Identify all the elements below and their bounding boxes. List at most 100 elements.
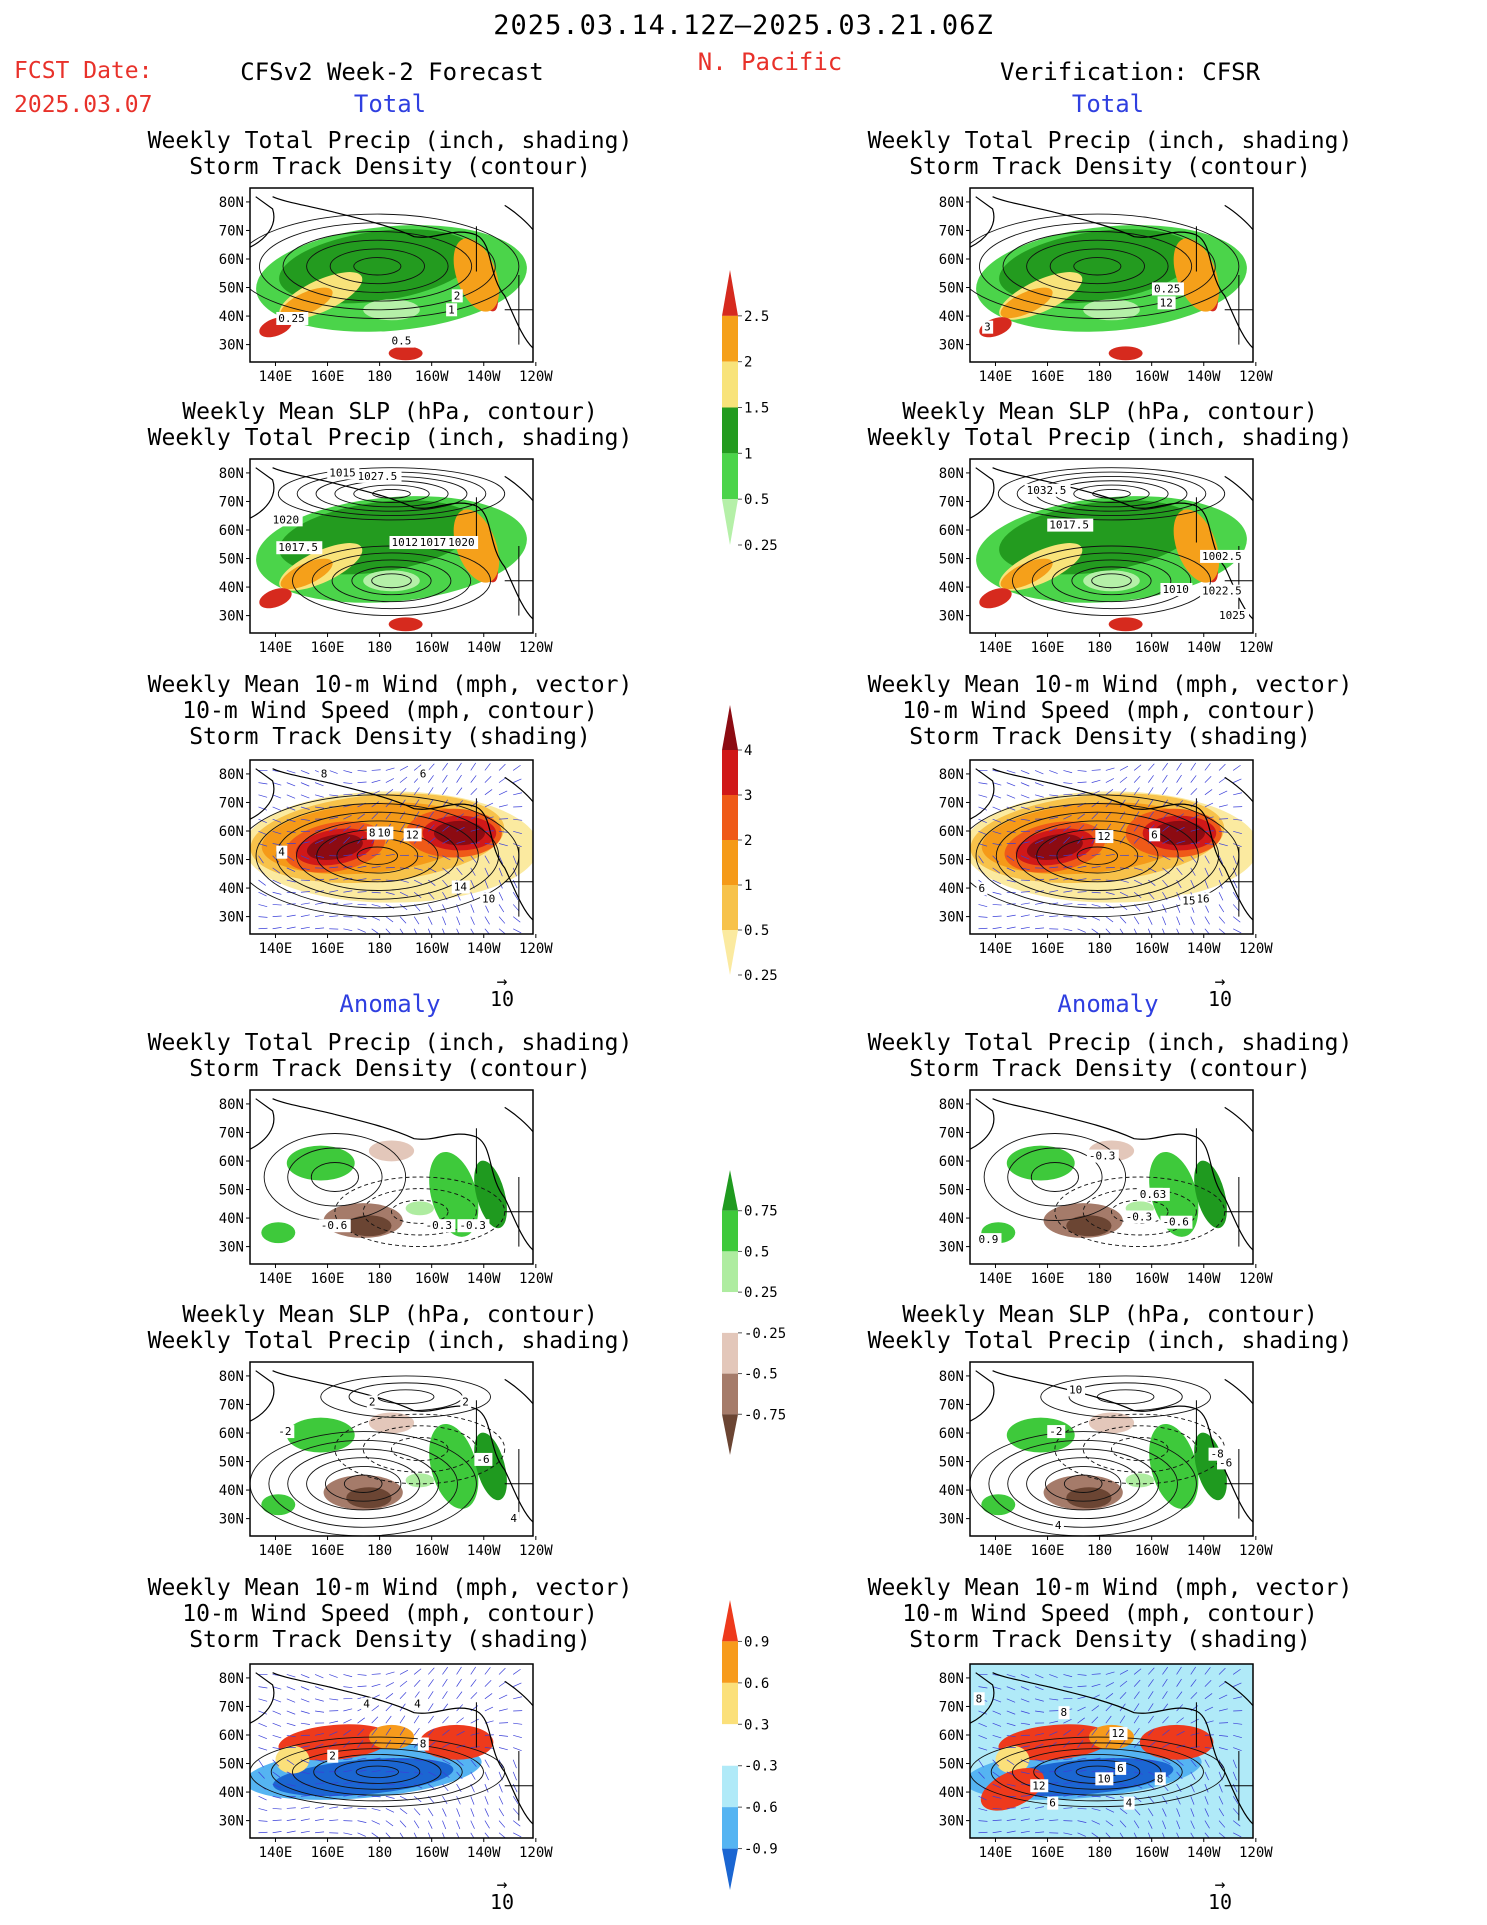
contour-label: 4: [1055, 1519, 1062, 1532]
lon-tick-label: 160E: [1031, 941, 1065, 957]
lat-tick-label: 80N: [939, 1671, 964, 1687]
fcst-total-slp-map: 80N 70N 60N 50N 40N 30N 140E 160E 180 160W 140W 120…: [219, 458, 553, 656]
lon-tick-label: 180: [1087, 640, 1112, 656]
lat-tick-label: 80N: [219, 1369, 244, 1385]
lon-tick-label: 140W: [1187, 941, 1221, 957]
lon-tick-label: 140E: [979, 941, 1013, 957]
colorbar-tick-label: 0.75: [744, 1204, 778, 1220]
lat-tick-label: 50N: [939, 552, 964, 568]
lat-tick-label: 40N: [219, 1483, 244, 1499]
lat-tick-label: 80N: [939, 1097, 964, 1113]
lon-tick-label: 140E: [259, 640, 293, 656]
vector-ref-verif-total: → 10: [1207, 971, 1233, 1012]
lat-tick-label: 60N: [939, 824, 964, 840]
lat-tick-label: 80N: [939, 767, 964, 783]
lat-tick-label: 30N: [219, 1512, 244, 1528]
lat-tick-label: 60N: [219, 824, 244, 840]
fcst-anom-wind-map: 80N 70N 60N 50N 40N 30N 140E 160E 180 160W 140W 120…: [219, 1663, 553, 1861]
verif-anom-wind-map: 80N 70N 60N 50N 40N 30N 140E 160E 180 160W 140W 120…: [939, 1663, 1273, 1861]
contour-label: -2: [278, 1425, 291, 1438]
panel-title-fcst-anom-wind-storm: Weekly Mean 10-m Wind (mph, vector) 10-m …: [147, 1575, 633, 1653]
lon-tick-label: 140E: [979, 1845, 1013, 1861]
lon-tick-label: 140W: [1187, 1543, 1221, 1559]
lat-tick-label: 50N: [219, 1455, 244, 1471]
lon-tick-label: 120W: [519, 1845, 553, 1861]
verif-total-wind-map: 80N 70N 60N 50N 40N 30N 140E 160E 180 160W 140W 120…: [939, 759, 1273, 957]
panel-title-fcst-precip-storm: Weekly Total Precip (inch, shading) Storm…: [147, 128, 633, 180]
lat-tick-label: 70N: [219, 795, 244, 811]
lon-tick-label: 140W: [1187, 1845, 1221, 1861]
lat-tick-label: 50N: [219, 1183, 244, 1199]
lon-tick-label: 180: [367, 1543, 392, 1559]
contour-label: 4: [278, 846, 285, 859]
colorbar-tick-label: 1.5: [744, 401, 769, 417]
contour-label: 1015: [329, 466, 356, 479]
panel-title-verif-slp-precip: Weekly Mean SLP (hPa, contour) Weekly Tot…: [867, 399, 1353, 451]
panel-title-fcst-slp-precip: Weekly Mean SLP (hPa, contour) Weekly Tot…: [147, 399, 633, 451]
lat-tick-label: 80N: [939, 195, 964, 211]
lon-tick-label: 140E: [979, 1271, 1013, 1287]
contour-label: -0.3: [425, 1219, 452, 1232]
verif-anom-precip-map: 80N 70N 60N 50N 40N 30N 140E 160E 180 160W 140W 120…: [939, 1089, 1273, 1287]
contour-label: -0.3: [1089, 1150, 1116, 1163]
contour-label: 2: [462, 1396, 469, 1409]
lat-tick-label: 50N: [939, 1183, 964, 1199]
lat-tick-label: 60N: [219, 1154, 244, 1170]
colorbar-tick-label: 0.5: [744, 923, 769, 939]
colorbar-tick-label: -0.3: [744, 1759, 778, 1775]
lat-tick-label: 30N: [219, 1240, 244, 1256]
colorbar-tick-label: 0.9: [744, 1634, 769, 1650]
lon-tick-label: 140W: [467, 1271, 501, 1287]
lon-tick-label: 180: [367, 941, 392, 957]
contour-label: 1: [448, 303, 455, 316]
panel-title-verif-anom-wind-storm: Weekly Mean 10-m Wind (mph, vector) 10-m …: [867, 1575, 1353, 1653]
colorbar-tick-label: 2: [744, 833, 752, 849]
contour-label: 10: [1097, 1772, 1110, 1785]
contour-label: 8: [369, 827, 376, 840]
lat-tick-label: 30N: [219, 910, 244, 926]
contour-label: 8: [1061, 1706, 1068, 1719]
lon-tick-label: 160E: [1031, 640, 1065, 656]
lon-tick-label: 160E: [1031, 1271, 1065, 1287]
contour-label: 4: [363, 1698, 370, 1711]
contour-label: 8: [976, 1692, 983, 1705]
contour-label: 1020: [448, 536, 475, 549]
colorbar-tick-label: -0.75: [744, 1407, 786, 1423]
contour-label: 12: [1097, 830, 1110, 843]
lat-tick-label: 30N: [939, 1512, 964, 1528]
contour-label: 4: [1126, 1797, 1133, 1810]
fcst-anom-precip-map: 80N 70N 60N 50N 40N 30N 140E 160E 180 160W 140W 120…: [219, 1089, 553, 1287]
lon-tick-label: 160W: [415, 640, 449, 656]
lon-tick-label: 120W: [519, 369, 553, 385]
colorbar-tick-label: 0.25: [744, 538, 778, 554]
lat-tick-label: 70N: [219, 1397, 244, 1413]
lon-tick-label: 120W: [1239, 640, 1273, 656]
colorbar-tick-label: -0.5: [744, 1367, 778, 1383]
lon-tick-label: 160E: [311, 1845, 345, 1861]
verif-total-precip-map: 80N 70N 60N 50N 40N 30N 140E 160E 180 160W 140W 120…: [939, 187, 1273, 385]
lat-tick-label: 60N: [939, 252, 964, 268]
lon-tick-label: 160W: [415, 941, 449, 957]
lon-tick-label: 160E: [1031, 369, 1065, 385]
lon-tick-label: 120W: [519, 1271, 553, 1287]
lon-tick-label: 160W: [1135, 369, 1169, 385]
contour-label: 1010: [1162, 583, 1189, 596]
lat-tick-label: 80N: [219, 195, 244, 211]
lon-tick-label: 120W: [1239, 1271, 1273, 1287]
colorbar-tick-label: 0.3: [744, 1717, 769, 1733]
lat-tick-label: 50N: [219, 281, 244, 297]
lon-tick-label: 160E: [311, 1543, 345, 1559]
contour-label: -0.3: [459, 1219, 486, 1232]
lat-tick-label: 50N: [939, 853, 964, 869]
lat-tick-label: 40N: [939, 309, 964, 325]
lon-tick-label: 140W: [1187, 1271, 1221, 1287]
colorbar-tick-label: -0.6: [744, 1800, 778, 1816]
lat-tick-label: 80N: [939, 1369, 964, 1385]
lat-tick-label: 40N: [219, 881, 244, 897]
precip-total-colorbar: 2.5 2 1.5 1 0.5 0.25: [722, 270, 778, 554]
panel-title-fcst-wind-storm: Weekly Mean 10-m Wind (mph, vector) 10-m …: [147, 672, 633, 750]
contour-label: 4: [414, 1698, 421, 1711]
contour-label: 1017.5: [278, 541, 318, 554]
lon-tick-label: 140E: [259, 941, 293, 957]
contour-label: 6: [1151, 828, 1158, 841]
